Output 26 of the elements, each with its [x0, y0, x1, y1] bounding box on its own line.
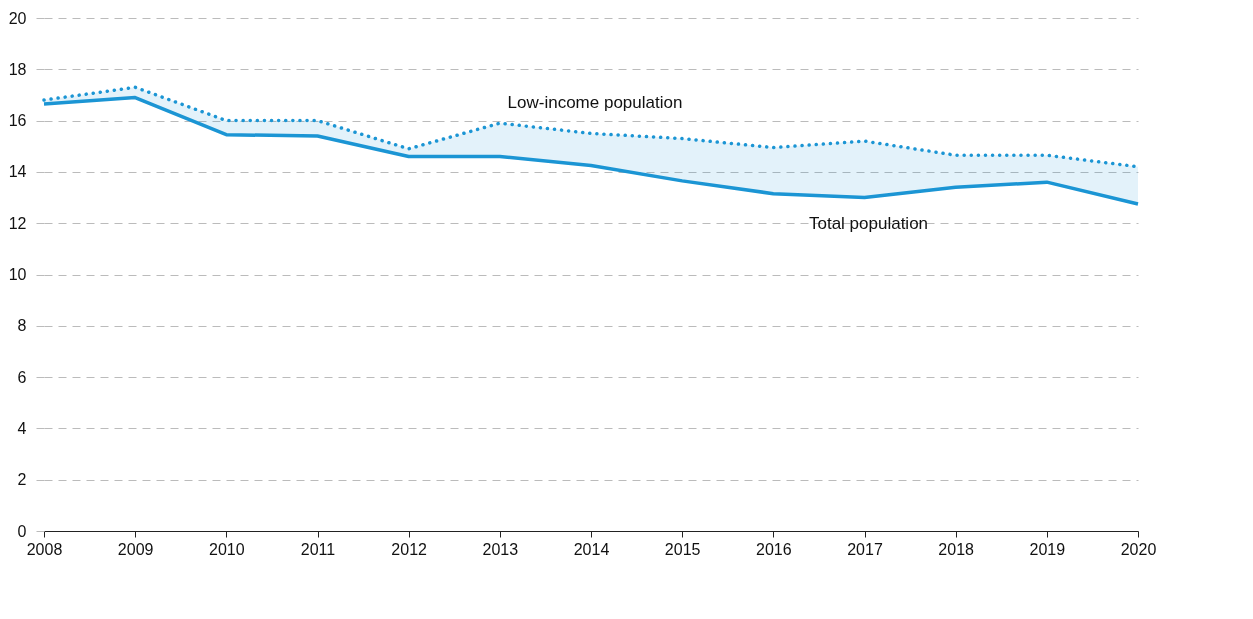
x-tick-label: 2020	[1120, 540, 1157, 558]
x-tick-label: 2019	[1029, 540, 1066, 558]
x-tick-label: 2014	[573, 540, 610, 558]
y-tick-label: 8	[17, 317, 27, 335]
x-tick-label: 2010	[209, 540, 245, 558]
x-tick-label: 2012	[391, 540, 428, 558]
y-tick-label: 14	[8, 163, 27, 181]
x-tick-label: 2011	[300, 540, 336, 558]
x-tick-label: 2018	[938, 540, 975, 558]
series-label: Low-income population	[507, 93, 683, 113]
x-tick-label: 2015	[664, 540, 701, 558]
x-tick-label: 2008	[26, 540, 63, 558]
y-tick-label: 4	[17, 419, 27, 437]
x-tick-label: 2016	[756, 540, 792, 558]
y-tick-label: 20	[8, 9, 27, 27]
x-tick-label: 2017	[847, 540, 883, 558]
y-tick-label: 2	[17, 471, 27, 489]
series-label: Total population	[808, 213, 929, 233]
y-tick-label: 6	[17, 368, 27, 386]
y-tick-label: 12	[8, 214, 27, 232]
x-tick-label: 2013	[482, 540, 519, 558]
x-tick-label: 2009	[117, 540, 154, 558]
y-tick-label: 0	[17, 522, 27, 540]
y-tick-label: 18	[8, 60, 27, 78]
y-tick-label: 16	[8, 112, 27, 130]
y-tick-label: 10	[8, 266, 27, 283]
